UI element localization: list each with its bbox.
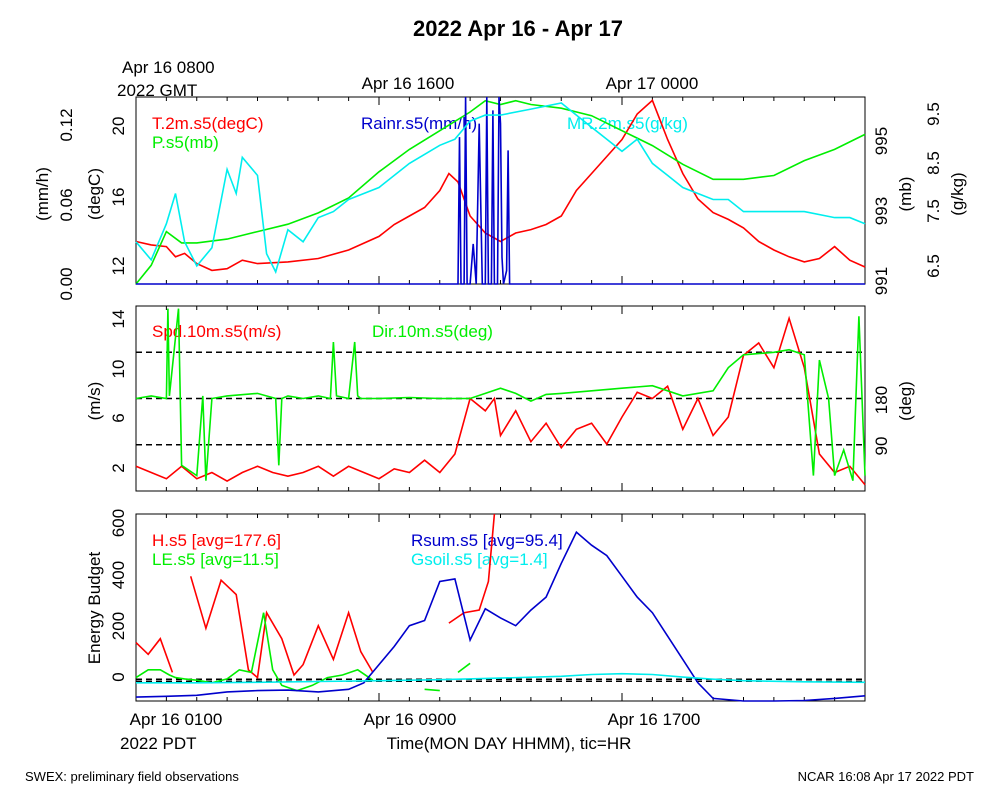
met-rain-axis-label: (mm/h) — [33, 167, 52, 221]
legend-rsum: Rsum.s5 [avg=95.4] — [411, 531, 563, 550]
energy-axis-label: Energy Budget — [85, 551, 104, 664]
met-mr-tick-6-5: 6.5 — [924, 254, 943, 278]
energy-series-3-line — [136, 672, 866, 684]
met-pres-tick-991: 991 — [872, 267, 891, 295]
met-mr-tick-9-5: 9.5 — [924, 102, 943, 126]
energy-series-0-line-seg2 — [448, 513, 496, 624]
energy-tick-600: 600 — [109, 509, 128, 537]
top-axis-label-1600: Apr 16 1600 — [362, 74, 455, 93]
bottom-axis-label-1700: Apr 16 1700 — [608, 710, 701, 729]
met-series-3-line — [135, 102, 866, 275]
chart-title: 2022 Apr 16 - Apr 17 — [413, 16, 623, 41]
legend-dir: Dir.10m.s5(deg) — [372, 322, 493, 341]
legend-le: LE.s5 [avg=11.5] — [152, 550, 279, 569]
energy-tick-400: 400 — [109, 561, 128, 589]
top-axis-start-label: Apr 16 0800 — [122, 58, 215, 77]
met-pres-tick-993: 993 — [872, 197, 891, 225]
x-axis-title: Time(MON DAY HHMM), tic=HR — [387, 734, 632, 753]
met-mr-tick-7-5: 7.5 — [924, 199, 943, 223]
wind-dir-tick-90: 90 — [872, 437, 891, 456]
footer-left: SWEX: preliminary field observations — [25, 769, 239, 784]
met-mr-tick-8-5: 8.5 — [924, 151, 943, 175]
energy-series-2-line — [135, 530, 866, 702]
met-series-0-line — [135, 99, 866, 272]
legend-h: H.s5 [avg=177.6] — [152, 531, 281, 550]
legend-spd: Spd.10m.s5(m/s) — [152, 322, 281, 341]
energy-series-0-line-seg1 — [189, 576, 374, 680]
bottom-axis-label-0100: Apr 16 0100 — [130, 710, 223, 729]
legend-gsoil: Gsoil.s5 [avg=1.4] — [411, 550, 548, 569]
met-rain-ticks-1: 0.06 — [57, 188, 76, 221]
met-pres-tick-995: 995 — [872, 127, 891, 155]
met-temp-axis-label: (degC) — [85, 168, 104, 220]
met-temp-tick-16: 16 — [109, 188, 128, 207]
wind-dir-tick-180: 180 — [872, 386, 891, 414]
met-series-2-line — [136, 96, 865, 285]
wind-series-0-line — [135, 315, 866, 486]
met-temp-tick-20: 20 — [109, 117, 128, 136]
bottom-axis-tz-label: 2022 PDT — [120, 734, 197, 753]
energy-series-0-line-seg0 — [135, 637, 174, 673]
wind-spd-tick-14: 14 — [109, 310, 128, 329]
legend-pres: P.s5(mb) — [152, 133, 219, 152]
met-rain-ticks-2: 0.12 — [57, 108, 76, 141]
energy-tick-0: 0 — [109, 672, 128, 681]
wind-dir-axis-label: (deg) — [896, 381, 915, 421]
energy-series-1-line-seg2 — [457, 662, 471, 674]
legend-temp: T.2m.s5(degC) — [152, 114, 263, 133]
top-axis-label-0000: Apr 17 0000 — [606, 74, 699, 93]
met-series-1-line — [135, 99, 866, 285]
footer-right: NCAR 16:08 Apr 17 2022 PDT — [798, 769, 974, 784]
energy-series-1-line-seg1 — [424, 688, 440, 692]
energy-tick-200: 200 — [109, 612, 128, 640]
wind-spd-tick-2: 2 — [109, 463, 128, 472]
wind-spd-tick-6: 6 — [109, 413, 128, 422]
wind-spd-axis-label: (m/s) — [85, 382, 104, 421]
top-axis-year-label: 2022 GMT — [117, 81, 197, 100]
wind-spd-tick-10: 10 — [109, 360, 128, 379]
wind-series-1-line — [135, 308, 866, 481]
met-rain-ticks-0: 0.00 — [57, 267, 76, 300]
bottom-axis-label-0900: Apr 16 0900 — [364, 710, 457, 729]
met-mr-axis-label: (g/kg) — [948, 172, 967, 215]
met-temp-tick-12: 12 — [109, 257, 128, 276]
met-pres-axis-label: (mb) — [896, 177, 915, 212]
energy-series-1-line-seg0 — [135, 612, 374, 692]
legend-rain: Rainr.s5(mm/h) — [361, 114, 477, 133]
